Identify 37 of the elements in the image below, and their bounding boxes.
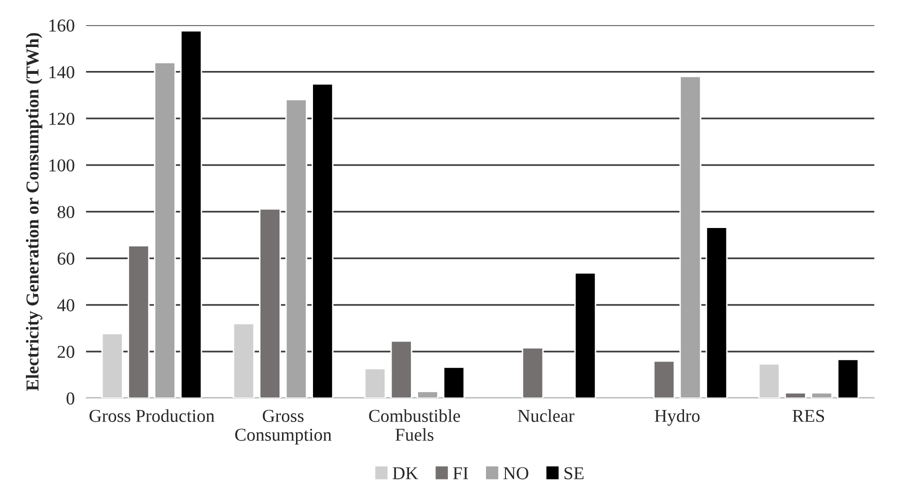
bar bbox=[285, 98, 308, 398]
x-tick-label: RES bbox=[792, 410, 824, 422]
bar bbox=[259, 208, 281, 398]
y-tick-label: 60 bbox=[58, 252, 74, 265]
y-tick-label: 0 bbox=[66, 392, 74, 405]
bar bbox=[154, 62, 176, 398]
bar bbox=[522, 347, 544, 398]
x-tick-label: Nuclear bbox=[518, 409, 574, 422]
bar bbox=[312, 83, 334, 398]
legend-label: DK bbox=[392, 467, 418, 480]
x-tick-label: Gross Production bbox=[90, 409, 214, 422]
bar bbox=[837, 358, 859, 398]
bar bbox=[810, 392, 833, 398]
y-tick-label: 40 bbox=[57, 299, 74, 312]
legend-label: NO bbox=[503, 467, 528, 480]
x-tick-label: Gross Consumption bbox=[235, 410, 332, 445]
y-tick-label: 20 bbox=[58, 346, 74, 358]
legend-label: FI bbox=[453, 467, 468, 480]
bar bbox=[679, 76, 702, 398]
y-tick-label: 140 bbox=[49, 66, 74, 78]
bar bbox=[180, 30, 202, 398]
bar bbox=[416, 390, 439, 398]
x-tick-label: Hydro bbox=[654, 409, 700, 426]
legend-label: SE bbox=[564, 467, 584, 480]
y-axis-title: Electricity Generation or Consumption (TWh) bbox=[26, 33, 42, 391]
y-tick-label: 120 bbox=[49, 112, 74, 125]
bar bbox=[706, 226, 728, 398]
x-tick-label: Combustible Fuels bbox=[369, 409, 460, 441]
bar bbox=[574, 272, 596, 398]
bar bbox=[442, 366, 465, 398]
bar bbox=[390, 340, 412, 398]
y-tick-label: 160 bbox=[49, 19, 74, 32]
bar bbox=[784, 392, 806, 398]
y-tick-label: 100 bbox=[49, 159, 74, 172]
y-tick-label: 80 bbox=[58, 206, 74, 218]
bar bbox=[128, 245, 150, 398]
bar bbox=[653, 360, 676, 398]
